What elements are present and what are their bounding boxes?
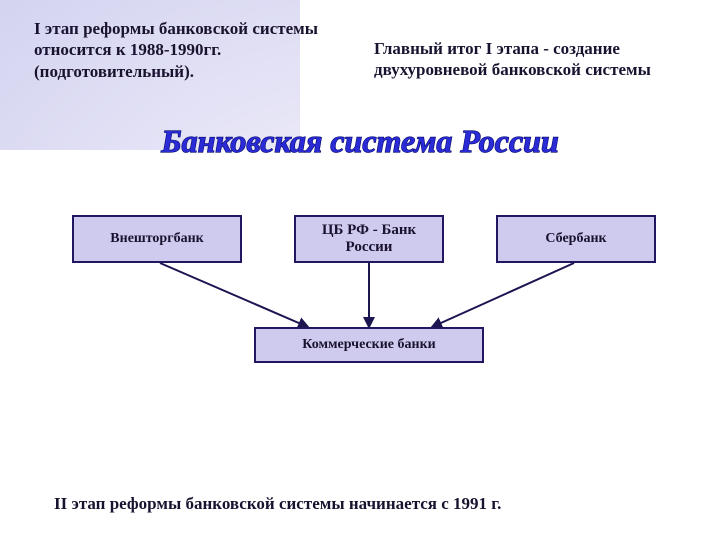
title-wrap: Банковская система России <box>34 118 686 167</box>
node-sberbank: Сбербанк <box>496 215 656 263</box>
node-commercial-banks: Коммерческие банки <box>254 327 484 363</box>
footer-text: II этап реформы банковской системы начин… <box>54 494 501 513</box>
top-text-row: I этап реформы банковской системы относи… <box>34 18 686 82</box>
node-label: Сбербанк <box>545 231 606 247</box>
stage1-description: I этап реформы банковской системы относи… <box>34 18 346 82</box>
stage2-footer: II этап реформы банковской системы начин… <box>0 494 720 514</box>
node-label: ЦБ РФ - Банк России <box>302 222 436 257</box>
stage1-result: Главный итог I этапа - создание двухуров… <box>374 18 686 82</box>
node-vneshtorgbank: Внешторгбанк <box>72 215 242 263</box>
svg-text:Банковская система России: Банковская система России <box>160 123 558 159</box>
banking-system-diagram: Внешторгбанк ЦБ РФ - Банк России Сбербан… <box>34 215 686 425</box>
node-label: Внешторгбанк <box>110 231 203 247</box>
node-label: Коммерческие банки <box>302 337 435 353</box>
page-title: Банковская система России <box>40 118 680 162</box>
node-cb-rf: ЦБ РФ - Банк России <box>294 215 444 263</box>
